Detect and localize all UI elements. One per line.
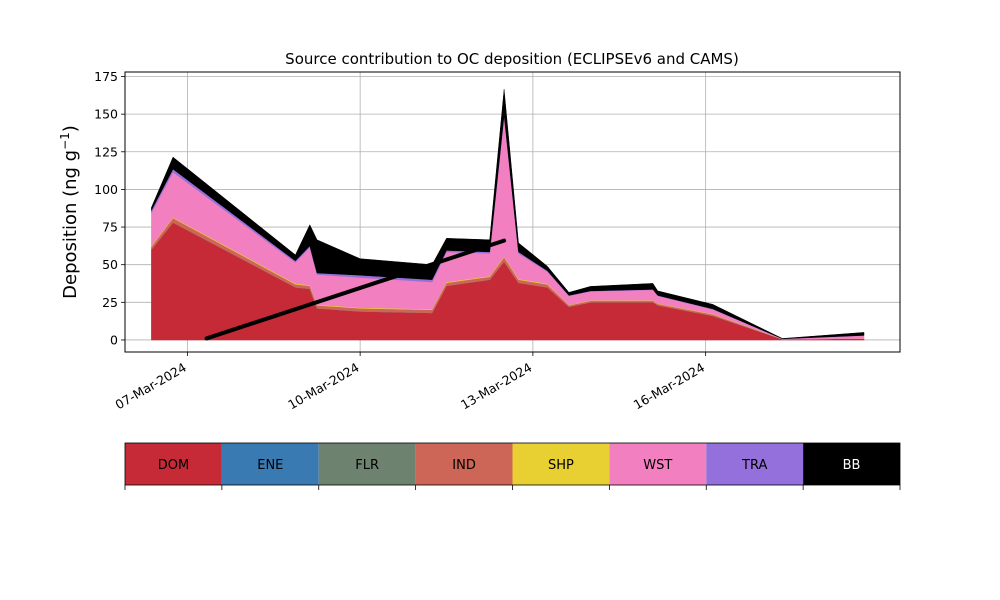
legend-label-shp: SHP: [548, 458, 574, 473]
legend-swatch-wst: [609, 443, 707, 485]
legend-swatch-flr: [318, 443, 416, 485]
y-tick-label: 100: [94, 182, 118, 197]
x-axis-ticks: 07-Mar-2024 10-Mar-2024 13-Mar-2024 16-Mar-…: [113, 352, 707, 413]
legend-swatch-shp: [512, 443, 610, 485]
x-tick-label: 13-Mar-2024: [458, 360, 534, 413]
legend-swatch-tra: [706, 443, 804, 485]
legend-label-tra: TRA: [741, 458, 767, 473]
legend-label-dom: DOM: [158, 458, 189, 473]
x-tick-label: 07-Mar-2024: [113, 360, 189, 413]
y-tick-label: 50: [102, 257, 118, 272]
y-axis-ticks: 0 25 50 75 100 125 150 175: [94, 69, 125, 347]
y-axis-label-superscript: −1: [58, 132, 72, 150]
y-axis-label: Deposition (ng g−1): [58, 125, 81, 299]
bb-trace: [204, 238, 507, 341]
legend-swatch-ind: [415, 443, 513, 485]
legend-label-bb: BB: [843, 458, 861, 473]
y-axis-label-end: ): [60, 125, 81, 132]
legend-label-ene: ENE: [257, 458, 283, 473]
chart-title: Source contribution to OC deposition (EC…: [285, 50, 739, 68]
legend-colorbar: DOM ENE FLR IND SHP WST TRA BB: [124, 442, 901, 490]
legend-swatch-ene: [221, 443, 319, 485]
x-tick-label: 10-Mar-2024: [285, 360, 361, 413]
y-tick-label: 150: [94, 107, 118, 122]
x-tick-label: 16-Mar-2024: [631, 360, 707, 413]
y-axis-label-main: Deposition (ng g: [60, 150, 81, 299]
plot-frame: [124, 71, 901, 353]
y-tick-label: 0: [110, 332, 118, 347]
y-tick-label: 125: [94, 144, 118, 159]
y-tick-label: 75: [102, 220, 118, 235]
legend-label-ind: IND: [452, 458, 476, 473]
legend-swatch-dom: [125, 443, 222, 485]
bb-trace-line: [204, 238, 507, 341]
y-tick-label: 25: [102, 295, 118, 310]
stacked-areas: [151, 89, 865, 341]
legend-swatch-bb: [803, 443, 900, 485]
area-bb: [151, 89, 865, 340]
legend-label-wst: WST: [643, 458, 672, 473]
y-tick-label: 175: [94, 69, 118, 84]
legend-label-flr: FLR: [355, 458, 379, 473]
